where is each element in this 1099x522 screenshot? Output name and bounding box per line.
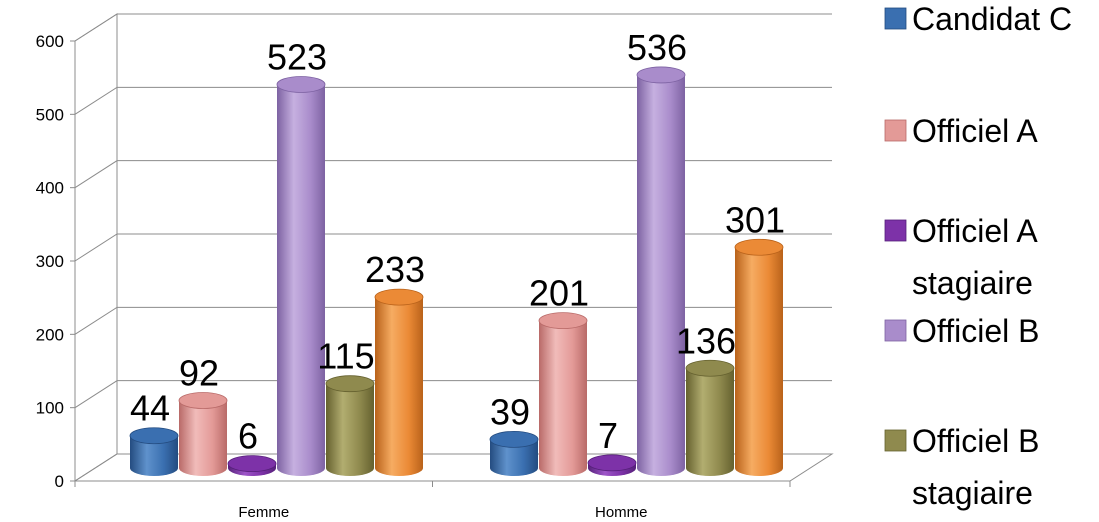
y-tick-label: 100 [36, 399, 64, 418]
legend-label: stagiaire [912, 265, 1033, 301]
legend-swatch [884, 119, 907, 142]
bar [374, 288, 424, 476]
bar [734, 238, 784, 476]
gridline [74, 453, 832, 482]
legend-label: Officiel A [912, 213, 1038, 249]
y-tick-label: 500 [36, 105, 64, 124]
legend-item: Officiel A stagiaire [884, 213, 1038, 301]
data-label: 92 [179, 353, 219, 394]
bar-top [129, 427, 179, 445]
bar [538, 312, 588, 476]
bar-body [326, 383, 374, 476]
bar [636, 66, 686, 476]
bar-body [277, 84, 325, 476]
bar [325, 375, 375, 476]
x-tick-label: Femme [238, 504, 289, 521]
bar-top [734, 238, 784, 256]
gridline [74, 306, 832, 335]
bar-body [130, 435, 178, 476]
data-label: 136 [676, 320, 736, 361]
bar [227, 455, 277, 476]
bar-top [538, 312, 588, 330]
bar-top [227, 455, 277, 473]
y-tick-label: 200 [36, 325, 64, 344]
bar-top [325, 375, 375, 393]
legend-item: Candidat C [884, 1, 1072, 37]
bar-body [539, 320, 587, 476]
bars [129, 66, 784, 476]
bar [685, 359, 735, 476]
bar-top [276, 76, 326, 93]
bar [587, 454, 637, 476]
bar [276, 76, 326, 476]
legend-swatch [884, 429, 907, 452]
bar [489, 430, 539, 476]
x-tick-label: Homme [595, 504, 648, 521]
legend-label: stagiaire [912, 475, 1033, 511]
axes: 0 100 200 300 400 500 600 Femme Homme [36, 32, 791, 521]
bar-top [178, 392, 228, 409]
data-label: 536 [627, 27, 687, 68]
legend-label: Officiel B [912, 313, 1039, 349]
data-label: 301 [725, 199, 785, 240]
bar-body [637, 74, 685, 476]
legend-label: Candidat C [912, 1, 1072, 37]
bar-top [587, 454, 637, 472]
bar-top [374, 288, 424, 306]
y-tick-label: 300 [36, 252, 64, 271]
legend-swatch [884, 7, 907, 30]
legend-swatch [884, 219, 907, 242]
y-tick-label: 600 [36, 32, 64, 51]
legend-swatch [884, 319, 907, 342]
legend-label: Officiel B [912, 423, 1039, 459]
legend-label: Officiel A [912, 113, 1038, 149]
bar-body [375, 297, 423, 476]
data-label: 39 [490, 391, 530, 432]
gridline [74, 233, 832, 262]
bar-body [490, 439, 538, 476]
data-label: 523 [267, 36, 327, 77]
gridline [74, 160, 832, 189]
gridlines [74, 13, 832, 482]
data-label: 6 [238, 416, 258, 457]
bar-top [636, 66, 686, 84]
bar-top [489, 430, 539, 448]
bar [178, 392, 228, 476]
bar-body [686, 368, 734, 476]
data-label: 233 [365, 249, 425, 290]
bar-body [735, 247, 783, 476]
data-label: 115 [317, 336, 374, 377]
legend-item: Officiel B [884, 313, 1039, 349]
data-label: 201 [529, 273, 589, 314]
bar-body [179, 400, 227, 476]
data-label: 44 [130, 388, 170, 429]
y-tick-label: 0 [55, 472, 64, 491]
y-tick-label: 400 [36, 179, 64, 198]
legend-item: Officiel B stagiaire [884, 423, 1039, 511]
legend-item: Officiel A [884, 113, 1038, 149]
gridline [74, 13, 832, 42]
gridline [74, 86, 832, 115]
bar [129, 427, 179, 476]
bar-top [685, 359, 735, 377]
data-label: 7 [598, 415, 618, 456]
gridline [74, 380, 832, 409]
